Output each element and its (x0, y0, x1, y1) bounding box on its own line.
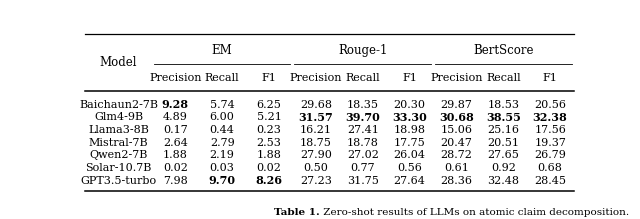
Text: Recall: Recall (486, 73, 520, 83)
Text: Model: Model (100, 56, 137, 69)
Text: 7.98: 7.98 (163, 176, 188, 185)
Text: 27.23: 27.23 (300, 176, 332, 185)
Text: BertScore: BertScore (473, 44, 534, 57)
Text: 2.64: 2.64 (163, 138, 188, 148)
Text: 9.70: 9.70 (209, 175, 236, 186)
Text: 0.50: 0.50 (303, 163, 328, 173)
Text: 17.75: 17.75 (394, 138, 426, 148)
Text: 15.06: 15.06 (440, 125, 472, 135)
Text: Zero-shot results of LLMs on atomic claim decomposition.: Zero-shot results of LLMs on atomic clai… (320, 208, 629, 217)
Text: 6.00: 6.00 (210, 112, 235, 122)
Text: Llama3-8B: Llama3-8B (88, 125, 149, 135)
Text: F1: F1 (262, 73, 276, 83)
Text: 38.55: 38.55 (486, 112, 521, 123)
Text: 2.19: 2.19 (210, 150, 235, 160)
Text: 2.79: 2.79 (210, 138, 235, 148)
Text: 4.89: 4.89 (163, 112, 188, 122)
Text: 0.02: 0.02 (257, 163, 282, 173)
Text: 27.64: 27.64 (394, 176, 426, 185)
Text: 5.74: 5.74 (210, 100, 235, 110)
Text: 30.68: 30.68 (439, 112, 474, 123)
Text: Precision: Precision (290, 73, 342, 83)
Text: 20.51: 20.51 (487, 138, 519, 148)
Text: 31.75: 31.75 (347, 176, 379, 185)
Text: 18.53: 18.53 (487, 100, 519, 110)
Text: 18.78: 18.78 (347, 138, 379, 148)
Text: 0.56: 0.56 (397, 163, 422, 173)
Text: 31.57: 31.57 (298, 112, 333, 123)
Text: Mistral-7B: Mistral-7B (88, 138, 148, 148)
Text: Rouge-1: Rouge-1 (338, 44, 387, 57)
Text: 29.87: 29.87 (440, 100, 472, 110)
Text: 5.21: 5.21 (257, 112, 282, 122)
Text: 32.48: 32.48 (487, 176, 519, 185)
Text: 1.88: 1.88 (257, 150, 282, 160)
Text: 1.88: 1.88 (163, 150, 188, 160)
Text: 0.44: 0.44 (210, 125, 235, 135)
Text: Recall: Recall (346, 73, 380, 83)
Text: 19.37: 19.37 (534, 138, 566, 148)
Text: Solar-10.7B: Solar-10.7B (85, 163, 152, 173)
Text: Qwen2-7B: Qwen2-7B (89, 150, 148, 160)
Text: 20.47: 20.47 (440, 138, 472, 148)
Text: 9.28: 9.28 (162, 99, 189, 110)
Text: 28.36: 28.36 (440, 176, 472, 185)
Text: 0.02: 0.02 (163, 163, 188, 173)
Text: 20.56: 20.56 (534, 100, 566, 110)
Text: 0.23: 0.23 (257, 125, 282, 135)
Text: 18.98: 18.98 (394, 125, 426, 135)
Text: 17.56: 17.56 (534, 125, 566, 135)
Text: GPT3.5-turbo: GPT3.5-turbo (81, 176, 157, 185)
Text: 20.30: 20.30 (394, 100, 426, 110)
Text: 26.79: 26.79 (534, 150, 566, 160)
Text: 27.41: 27.41 (347, 125, 379, 135)
Text: 0.92: 0.92 (491, 163, 516, 173)
Text: 0.17: 0.17 (163, 125, 188, 135)
Text: Baichaun2-7B: Baichaun2-7B (79, 100, 158, 110)
Text: 27.65: 27.65 (487, 150, 519, 160)
Text: 0.03: 0.03 (210, 163, 235, 173)
Text: Precision: Precision (430, 73, 483, 83)
Text: EM: EM (212, 44, 232, 57)
Text: 25.16: 25.16 (487, 125, 519, 135)
Text: 0.61: 0.61 (444, 163, 469, 173)
Text: Recall: Recall (205, 73, 239, 83)
Text: Glm4-9B: Glm4-9B (94, 112, 143, 122)
Text: 2.53: 2.53 (257, 138, 282, 148)
Text: Precision: Precision (149, 73, 202, 83)
Text: 28.45: 28.45 (534, 176, 566, 185)
Text: 33.30: 33.30 (392, 112, 427, 123)
Text: 39.70: 39.70 (346, 112, 380, 123)
Text: F1: F1 (543, 73, 557, 83)
Text: 16.21: 16.21 (300, 125, 332, 135)
Text: 0.68: 0.68 (538, 163, 563, 173)
Text: 18.75: 18.75 (300, 138, 332, 148)
Text: 26.04: 26.04 (394, 150, 426, 160)
Text: 8.26: 8.26 (255, 175, 282, 186)
Text: 0.77: 0.77 (351, 163, 375, 173)
Text: F1: F1 (402, 73, 417, 83)
Text: 32.38: 32.38 (532, 112, 568, 123)
Text: 27.90: 27.90 (300, 150, 332, 160)
Text: Table 1.: Table 1. (275, 208, 320, 217)
Text: 18.35: 18.35 (347, 100, 379, 110)
Text: 6.25: 6.25 (257, 100, 282, 110)
Text: 28.72: 28.72 (440, 150, 472, 160)
Text: 29.68: 29.68 (300, 100, 332, 110)
Text: 27.02: 27.02 (347, 150, 379, 160)
